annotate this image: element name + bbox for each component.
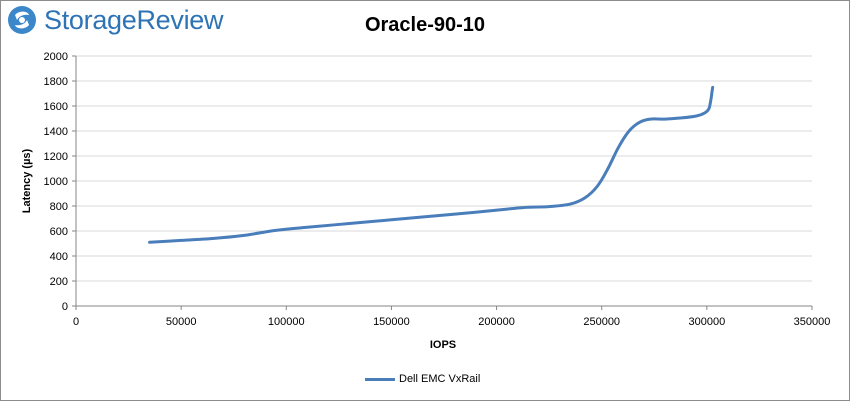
y-tick-label: 1200 — [44, 151, 68, 163]
x-tick-labels: 0 50000 100000 150000 200000 250000 300000 3500… — [73, 316, 830, 328]
x-tick-label: 50000 — [166, 316, 197, 328]
y-tick-label: 0 — [62, 301, 68, 313]
x-tick-label: 250000 — [583, 316, 620, 328]
axes — [72, 55, 813, 310]
x-tick-label: 100000 — [268, 316, 305, 328]
x-tick-label: 350000 — [794, 316, 831, 328]
series-group — [148, 85, 715, 244]
grid-lines — [76, 55, 812, 282]
series-line-0 — [148, 85, 715, 244]
legend: Dell EMC VxRail — [365, 372, 480, 386]
storagereview-swirl-icon — [8, 6, 36, 34]
x-tick-label: 0 — [73, 316, 79, 328]
legend-swatch — [365, 377, 395, 381]
y-tick-label: 1600 — [44, 101, 68, 113]
y-tick-label: 1000 — [44, 176, 68, 188]
y-axis-title: Latency (µs) — [21, 148, 33, 213]
x-tick-label: 150000 — [373, 316, 410, 328]
y-tick-label: 1400 — [44, 126, 68, 138]
y-tick-label: 2000 — [44, 51, 68, 63]
y-tick-label: 600 — [50, 226, 68, 238]
y-tick-label: 1800 — [44, 76, 68, 88]
legend-label: Dell EMC VxRail — [399, 373, 481, 385]
x-axis-title: IOPS — [430, 339, 456, 351]
x-tick-label: 300000 — [688, 316, 725, 328]
x-tick-label: 200000 — [478, 316, 515, 328]
chart-title: Oracle-90-10 — [364, 14, 486, 36]
y-tick-label: 400 — [50, 251, 68, 263]
logo-text: StorageReview — [44, 4, 224, 35]
y-tick-label: 200 — [50, 276, 68, 288]
y-tick-labels: 0 200 400 600 800 1000 1200 1400 1600 1800 2000 — [44, 51, 68, 313]
y-tick-label: 800 — [50, 201, 68, 213]
storagereview-logo: StorageReview — [6, 3, 224, 37]
